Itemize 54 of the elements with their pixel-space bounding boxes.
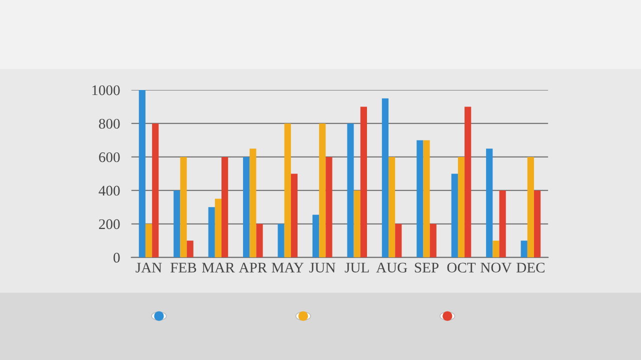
x-tick-label: AUG (376, 262, 408, 273)
bar (486, 148, 493, 258)
bar (145, 224, 152, 258)
bar (416, 140, 424, 258)
x-tick-label: MAR (202, 262, 235, 272)
bar (360, 106, 367, 258)
bar (250, 148, 256, 258)
bar (534, 190, 541, 258)
bar (347, 123, 354, 258)
x-tick-label: FEB (170, 262, 196, 272)
y-tick-label: 1000 (92, 85, 120, 96)
bar (290, 174, 298, 258)
x-tick-label: APR (238, 262, 268, 272)
x-tick-label: MAY (272, 262, 304, 272)
bar (222, 156, 228, 258)
bar (208, 207, 215, 258)
bar (152, 123, 159, 258)
bar (492, 240, 500, 258)
bar (430, 224, 436, 258)
bar (319, 123, 326, 258)
bar (174, 190, 180, 258)
x-tick-label: JAN (136, 262, 162, 273)
bar (138, 90, 146, 258)
bar (256, 224, 263, 258)
bar (520, 240, 528, 258)
bar (451, 174, 458, 258)
x-tick-label: DEC (516, 262, 544, 273)
y-tick-label: 200 (99, 219, 120, 230)
bar (214, 198, 222, 258)
x-tick-label: SEP (414, 262, 439, 273)
bar (499, 190, 506, 258)
bar (527, 156, 534, 258)
y-tick-label: 800 (98, 118, 120, 129)
bar (186, 240, 194, 258)
bar (278, 224, 284, 258)
y-tick-label: 600 (99, 152, 120, 162)
bar (388, 156, 396, 258)
bar (284, 123, 291, 258)
y-tick-label: 0 (114, 252, 120, 263)
y-tick-label: 400 (98, 186, 120, 196)
bar (180, 156, 187, 258)
x-tick-label: NOV (480, 262, 512, 273)
bar (464, 106, 472, 258)
bar (312, 214, 320, 258)
x-tick-label: JUL (344, 262, 369, 273)
bar (423, 140, 430, 258)
bar (326, 156, 332, 258)
x-tick-label: OCT (447, 262, 476, 273)
bar (382, 98, 389, 258)
x-tick-label: JUN (309, 262, 336, 273)
bar (354, 190, 360, 258)
bar (395, 224, 402, 258)
bar (243, 156, 250, 258)
bar (458, 156, 465, 258)
